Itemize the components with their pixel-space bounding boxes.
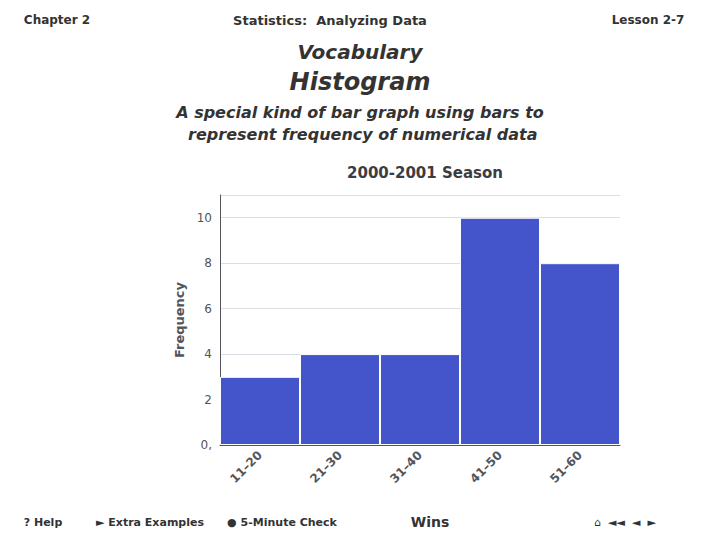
svg-text:represent frequency of numeric: represent frequency of numerical data	[183, 125, 538, 144]
svg-text:11–20: 11–20	[227, 448, 265, 486]
svg-text:2: 2	[204, 393, 212, 407]
svg-text:Wins: Wins	[411, 514, 450, 530]
svg-text:? Help: ? Help	[24, 516, 63, 529]
svg-text:41–50: 41–50	[467, 448, 505, 486]
svg-text:Vocabulary: Vocabulary	[298, 40, 424, 64]
svg-text:A special kind of bar graph us: A special kind of bar graph using bars t…	[174, 103, 544, 122]
svg-text:2000-2001 Season: 2000-2001 Season	[347, 164, 503, 182]
svg-text:Chapter 2: Chapter 2	[24, 13, 90, 27]
svg-text:Frequency: Frequency	[172, 281, 187, 358]
svg-text:● 5-Minute Check: ● 5-Minute Check	[227, 516, 337, 529]
svg-text:10: 10	[197, 211, 212, 225]
svg-text:Lesson 2-7: Lesson 2-7	[612, 13, 685, 27]
svg-text:8: 8	[204, 256, 212, 270]
svg-text:21–30: 21–30	[307, 448, 345, 486]
svg-text:6: 6	[204, 302, 212, 316]
svg-text:Statistics: Analyzing Data: Statistics: Analyzing Data	[233, 13, 427, 28]
svg-text:4: 4	[204, 347, 212, 361]
svg-text:► Extra Examples: ► Extra Examples	[96, 516, 204, 529]
svg-text:⌂ ◄◄ ◄ ►: ⌂ ◄◄ ◄ ►	[594, 516, 656, 529]
svg-text:51–60: 51–60	[547, 448, 585, 486]
svg-text:Histogram: Histogram	[290, 68, 431, 96]
svg-text:0,: 0,	[201, 438, 212, 452]
svg-text:31–40: 31–40	[387, 448, 425, 486]
